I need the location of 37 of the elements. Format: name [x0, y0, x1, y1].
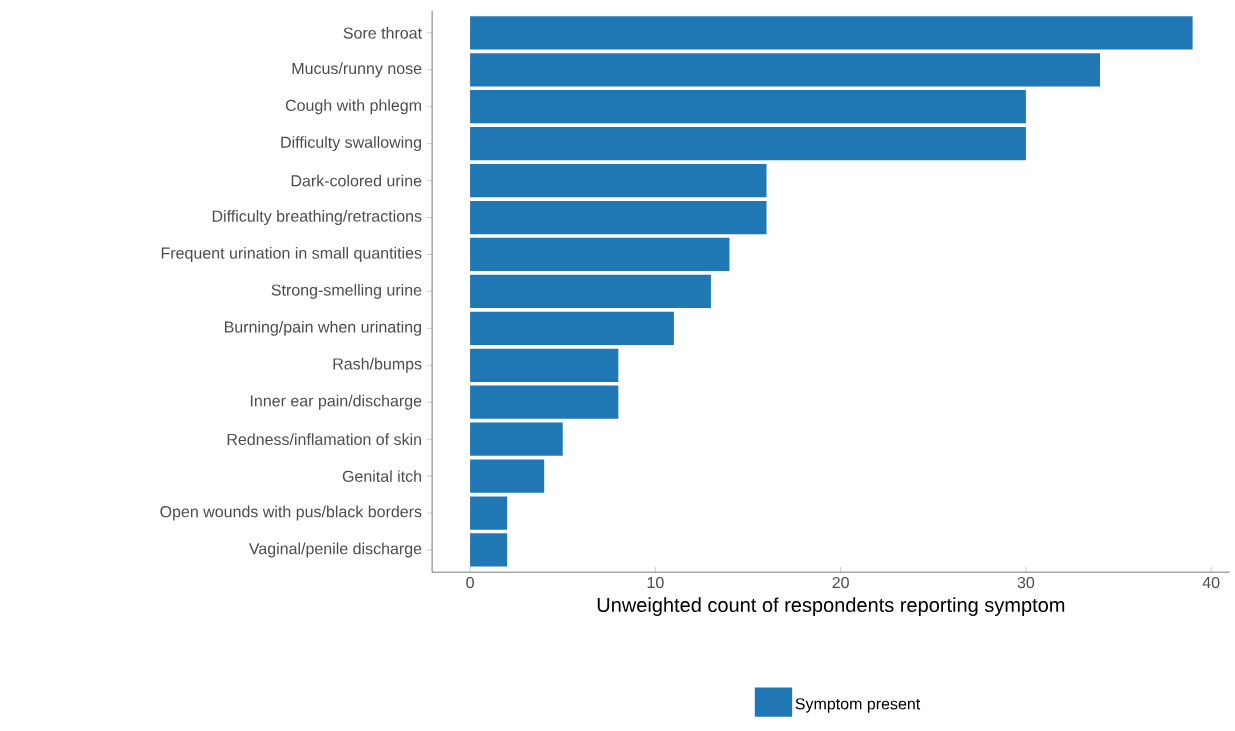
bar: [470, 16, 1193, 50]
x-tick-label: 30: [1017, 576, 1035, 589]
bar: [470, 274, 711, 309]
y-tick-label: Burning/pain when urinating: [224, 320, 421, 336]
bar: [470, 127, 1026, 161]
y-tick-label: Redness/inflamation of skin: [227, 433, 421, 446]
y-tick-label: Mucus/runny nose: [292, 62, 422, 78]
bar: [470, 237, 730, 272]
legend-label: Symptom present: [795, 698, 921, 713]
bar: [470, 311, 674, 346]
y-tick-label: Cough with phlegm: [285, 99, 421, 115]
x-tick-label: 20: [832, 576, 849, 589]
bar: [470, 53, 1100, 87]
bar: [470, 533, 508, 567]
y-tick-label: Rash/bumps: [333, 357, 422, 373]
y-tick-label: Vaginal/penile discharge: [248, 542, 422, 558]
y-tick-label: Strong-smelling urine: [271, 284, 422, 299]
bar: [470, 164, 767, 198]
y-tick-label: Sore throat: [343, 27, 422, 39]
y-tick-label: Inner ear pain/discharge: [250, 394, 422, 410]
bar: [470, 496, 508, 530]
y-tick-label: Dark-colored urine: [291, 174, 422, 187]
x-tick-label: 0: [466, 576, 474, 589]
y-tick-label: Open wounds with pus/black borders: [160, 505, 422, 521]
y-tick-label: Genital itch: [342, 470, 422, 483]
x-axis-title: Unweighted count of respondents reporting symptom: [597, 597, 1065, 617]
bar: [470, 90, 1026, 124]
y-tick-label: Difficulty swallowing: [281, 136, 421, 152]
y-tick-label: Difficulty breathing/retractions: [212, 210, 422, 226]
bar: [470, 348, 619, 382]
x-tick-label: 10: [647, 576, 664, 589]
bar: [470, 459, 545, 493]
bar: [470, 422, 563, 456]
x-tick-label: 40: [1202, 576, 1220, 589]
y-tick-label: Frequent urination in small quantities: [161, 247, 422, 262]
bar: [470, 200, 767, 235]
bar: [470, 385, 619, 419]
